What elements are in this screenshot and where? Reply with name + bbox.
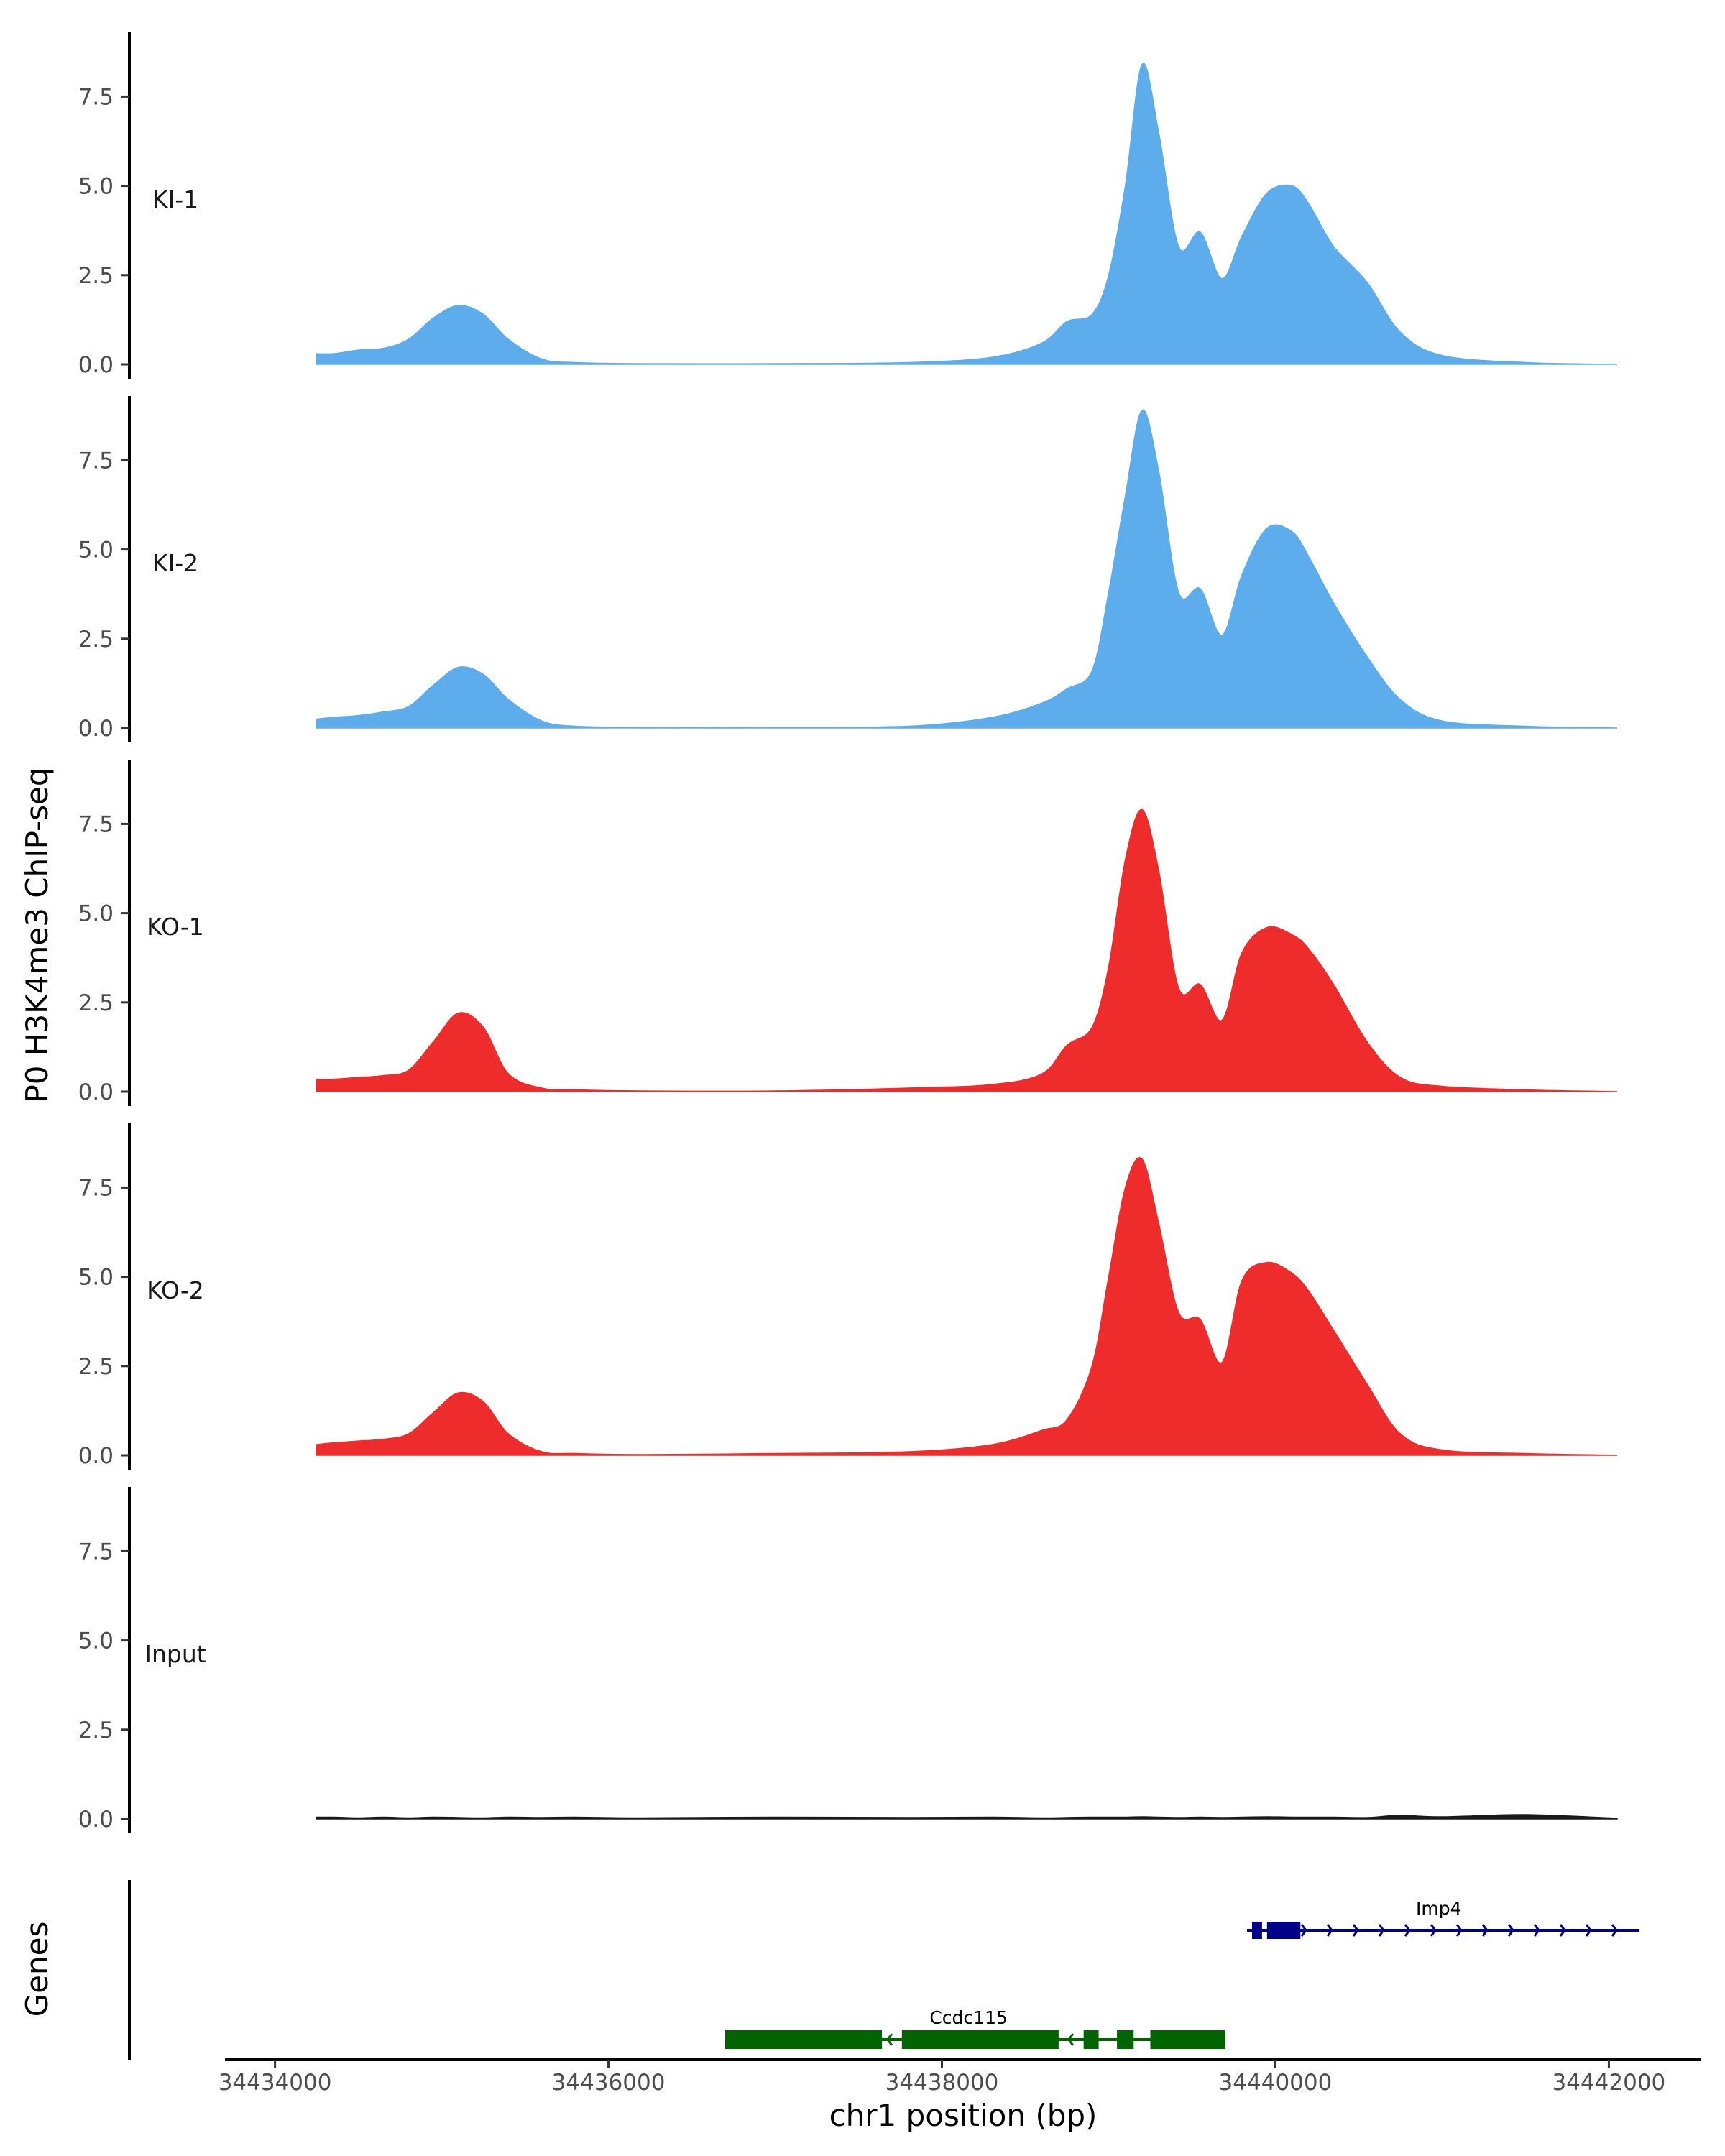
x-tick-label: 34434000 [218,2070,332,2096]
track-label: KI-1 [152,185,198,213]
strand-arrow [1585,1924,1592,1937]
x-axis-title: chr1 position (bp) [829,2098,1098,2133]
y-tick-label: 0.0 [78,1443,114,1469]
track-ko-2: 0.0 2.5 5.0 7.5 KO-2 [78,1123,1618,1470]
gene-exon [1251,1922,1262,1939]
y-tick-label: 2.5 [78,1354,114,1380]
x-tick-label: 34440000 [1219,2070,1333,2096]
strand-arrow [1559,1924,1566,1937]
strand-arrow [1300,1924,1307,1937]
signal-area [316,63,1618,365]
y-tick-label: 7.5 [78,84,114,110]
gene-exon [1083,2030,1099,2049]
y-tick-label: 0.0 [78,1807,114,1833]
gene-ccdc115: Ccdc115 [724,2007,1225,2049]
strand-arrow [1611,1924,1618,1937]
track-label: KI-2 [152,549,198,577]
genes-track: Genes Imp4 Ccdc115 [19,1880,1639,2060]
y-tick-label: 2.5 [78,627,114,653]
strand-arrow [1481,1924,1489,1937]
y-tick-label: 2.5 [78,1718,114,1743]
strand-arrow [1352,1924,1359,1937]
y-tick-label: 7.5 [78,448,114,474]
x-axis: 34434000 34436000 34438000 34440000 34442000 [218,2058,1701,2096]
y-axis-title: P0 H3K4me3 ChIP-seq [19,767,55,1102]
strand-arrow [1507,1924,1514,1937]
y-tick-label: 0.0 [78,716,114,742]
y-tick-label: 2.5 [78,990,114,1016]
track-ko-1: 0.0 2.5 5.0 7.5 KO-1 [78,760,1618,1106]
gene-exon [1150,2030,1225,2049]
gene-imp4: Imp4 [1247,1898,1639,1939]
track-label: KO-1 [147,913,204,941]
strand-arrow [886,2033,893,2046]
strand-arrow [1533,1924,1540,1937]
signal-area [316,1157,1618,1456]
gene-exon [1266,1922,1301,1939]
signal-area [316,409,1618,729]
genes-track-title: Genes [19,1922,55,2017]
signal-area [316,1814,1618,1820]
gene-exon [1117,2030,1134,2049]
strand-arrow [1326,1924,1333,1937]
strand-arrow [1404,1924,1411,1937]
x-tick-label: 34438000 [886,2070,999,2096]
y-tick-label: 5.0 [78,1628,114,1654]
track-input: 0.0 2.5 5.0 7.5 Input [78,1487,1618,1833]
y-tick-label: 5.0 [78,538,114,563]
strand-arrow [1430,1924,1437,1937]
x-tick-label: 34442000 [1552,2070,1666,2096]
signal-area [316,808,1618,1092]
gene-label: Imp4 [1416,1898,1462,1919]
y-tick-label: 5.0 [78,901,114,927]
y-tick-label: 0.0 [78,352,114,378]
y-tick-label: 7.5 [78,1175,114,1201]
x-tick-label: 34436000 [552,2070,666,2096]
gene-label: Ccdc115 [929,2007,1008,2028]
y-tick-label: 7.5 [78,1539,114,1565]
strand-arrow [1067,2033,1075,2046]
gene-exon [724,2030,882,2049]
track-ki-2: 0.0 2.5 5.0 7.5 KI-2 [78,396,1618,742]
signal-tracks: 0.0 2.5 5.0 7.5 KI-1 0.0 2.5 5.0 7.5 KI-2 0.0 2.5 5.… [78,32,1618,1833]
y-tick-label: 5.0 [78,1265,114,1291]
gene-exon [901,2030,1059,2049]
y-tick-label: 7.5 [78,811,114,837]
y-tick-label: 2.5 [78,263,114,289]
track-label: KO-2 [147,1276,204,1304]
track-label: Input [144,1640,206,1668]
y-tick-label: 5.0 [78,174,114,200]
strand-arrow [1378,1924,1385,1937]
strand-arrow [1455,1924,1463,1937]
y-tick-label: 0.0 [78,1079,114,1105]
track-ki-1: 0.0 2.5 5.0 7.5 KI-1 [78,32,1618,379]
